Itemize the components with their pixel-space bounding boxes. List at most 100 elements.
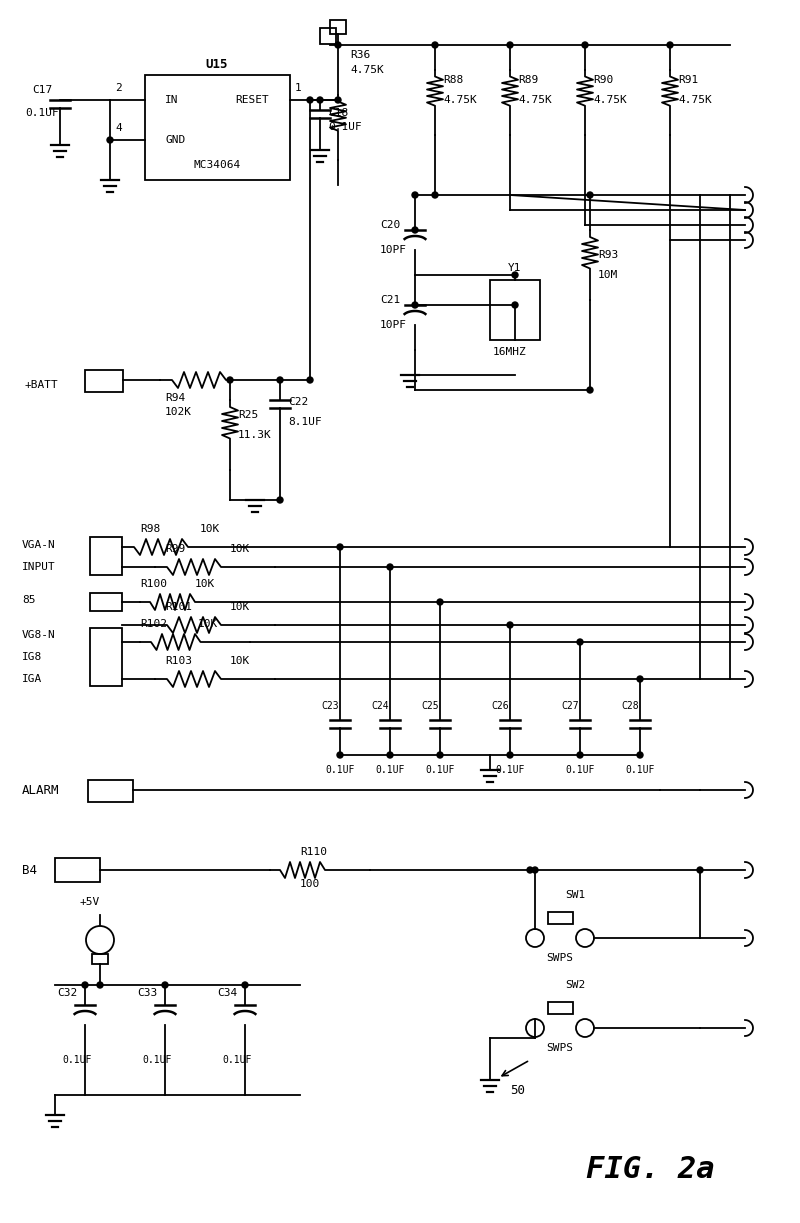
- Text: R101: R101: [165, 602, 192, 612]
- Text: R91: R91: [678, 75, 698, 86]
- Circle shape: [387, 752, 393, 758]
- Text: IG8: IG8: [22, 652, 42, 662]
- Text: R110: R110: [300, 848, 327, 857]
- Circle shape: [277, 497, 283, 503]
- Text: 10K: 10K: [230, 602, 250, 612]
- Circle shape: [582, 42, 588, 48]
- Circle shape: [507, 752, 513, 758]
- Circle shape: [667, 42, 673, 48]
- Text: 2: 2: [115, 83, 122, 93]
- Text: MC34064: MC34064: [194, 160, 241, 170]
- Circle shape: [432, 192, 438, 198]
- Circle shape: [97, 982, 103, 988]
- Circle shape: [437, 752, 443, 758]
- Text: R93: R93: [598, 249, 618, 260]
- Text: VG8-N: VG8-N: [22, 630, 56, 640]
- Text: 0.1UF: 0.1UF: [142, 1055, 172, 1065]
- Circle shape: [412, 302, 418, 308]
- Bar: [548, 912, 573, 925]
- Circle shape: [82, 982, 88, 988]
- Text: 10PF: 10PF: [380, 320, 407, 330]
- Circle shape: [587, 192, 593, 198]
- Text: 10K: 10K: [198, 619, 218, 629]
- Text: 50: 50: [510, 1084, 525, 1097]
- Circle shape: [637, 752, 643, 758]
- Text: 0.1UF: 0.1UF: [626, 766, 654, 775]
- Circle shape: [307, 97, 313, 103]
- Text: 10M: 10M: [598, 270, 618, 280]
- Circle shape: [277, 377, 283, 383]
- Circle shape: [412, 192, 418, 198]
- Circle shape: [507, 42, 513, 48]
- Text: RESET: RESET: [235, 95, 269, 105]
- Text: 0.1UF: 0.1UF: [426, 766, 454, 775]
- Circle shape: [637, 676, 643, 682]
- Circle shape: [162, 982, 168, 988]
- Circle shape: [337, 752, 343, 758]
- Text: C26: C26: [491, 701, 509, 711]
- Bar: [90, 627, 122, 686]
- Circle shape: [412, 227, 418, 234]
- Circle shape: [697, 867, 703, 873]
- Text: C18: C18: [328, 108, 348, 117]
- Bar: [330, 20, 346, 34]
- Text: 102K: 102K: [165, 407, 192, 417]
- Text: U15: U15: [206, 59, 228, 71]
- Text: C33: C33: [137, 988, 158, 998]
- Text: 4.75K: 4.75K: [518, 95, 552, 105]
- Circle shape: [532, 867, 538, 873]
- Text: 1: 1: [295, 83, 302, 93]
- Text: C34: C34: [217, 988, 238, 998]
- Circle shape: [432, 42, 438, 48]
- Text: 10K: 10K: [230, 656, 250, 667]
- Text: R94: R94: [165, 393, 186, 404]
- Circle shape: [437, 599, 443, 605]
- Text: IN: IN: [165, 95, 178, 105]
- Text: C21: C21: [380, 295, 400, 305]
- Bar: [90, 537, 122, 575]
- Text: 0.1UF: 0.1UF: [566, 766, 594, 775]
- Text: 0.1UF: 0.1UF: [495, 766, 525, 775]
- Bar: [490, 280, 540, 340]
- Text: 0.1UF: 0.1UF: [326, 766, 354, 775]
- Text: B4: B4: [22, 863, 37, 877]
- Text: 10K: 10K: [230, 544, 250, 554]
- Text: 11.3K: 11.3K: [238, 430, 272, 440]
- Circle shape: [317, 97, 323, 103]
- Text: R103: R103: [165, 656, 192, 667]
- Text: SWPS: SWPS: [546, 1043, 574, 1053]
- Circle shape: [227, 377, 233, 383]
- Text: 4.75K: 4.75K: [678, 95, 712, 105]
- Text: VGA-N: VGA-N: [22, 541, 56, 550]
- Circle shape: [387, 564, 393, 570]
- Text: SWPS: SWPS: [546, 953, 574, 963]
- Bar: [90, 593, 122, 612]
- Text: C17: C17: [32, 86, 52, 95]
- Text: 8.1UF: 8.1UF: [288, 417, 322, 427]
- Text: R100: R100: [140, 578, 167, 589]
- Bar: [85, 371, 123, 393]
- Text: 16MHZ: 16MHZ: [493, 347, 527, 357]
- Text: C23: C23: [321, 701, 339, 711]
- Text: C28: C28: [621, 701, 639, 711]
- Text: C20: C20: [380, 220, 400, 230]
- Text: R90: R90: [593, 75, 614, 86]
- Circle shape: [307, 377, 313, 383]
- Text: C32: C32: [57, 988, 78, 998]
- Text: R36: R36: [350, 50, 370, 60]
- Text: R102: R102: [140, 619, 167, 629]
- Circle shape: [335, 97, 341, 103]
- Text: INPUT: INPUT: [22, 563, 56, 572]
- Text: R89: R89: [518, 75, 538, 86]
- Text: C25: C25: [421, 701, 439, 711]
- Circle shape: [335, 42, 341, 48]
- Circle shape: [577, 638, 583, 645]
- Circle shape: [587, 386, 593, 393]
- Text: Y1: Y1: [508, 263, 522, 273]
- Text: R98: R98: [140, 523, 160, 534]
- Text: C27: C27: [561, 701, 579, 711]
- Text: 4: 4: [115, 124, 122, 133]
- Text: SW2: SW2: [565, 980, 586, 989]
- Text: 4.75K: 4.75K: [593, 95, 626, 105]
- Text: R88: R88: [443, 75, 463, 86]
